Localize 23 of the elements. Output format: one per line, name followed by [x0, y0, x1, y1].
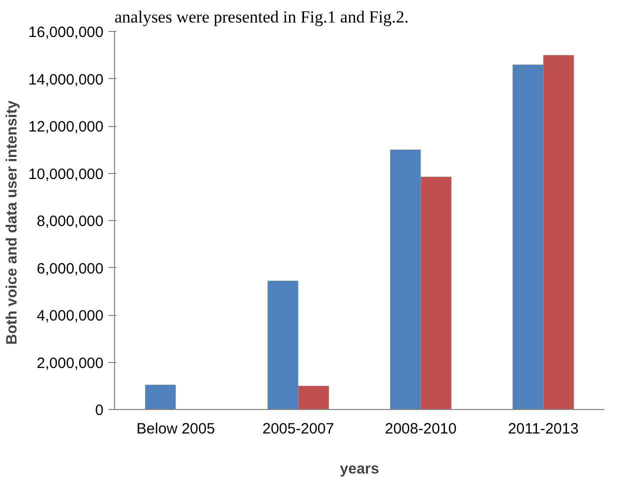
x-axis-title: years: [340, 460, 380, 478]
y-tick-label: 2,000,000: [36, 354, 104, 372]
bar: [420, 176, 452, 410]
y-tick-label: 8,000,000: [36, 213, 104, 230]
y-tick-label: 16,000,000: [28, 24, 104, 41]
bar: [268, 280, 298, 410]
y-tick-label: 10,000,000: [28, 166, 104, 183]
bar: [145, 384, 176, 410]
x-tick-label: 2011-2013: [508, 420, 579, 438]
bar: [512, 64, 544, 410]
x-tick-label: 2005-2007: [262, 420, 334, 438]
x-tick-label: 2008-2010: [384, 420, 457, 438]
text: analyses were presented in Fig.1 and Fig.2.: [114, 8, 409, 26]
y-tick-label: 12,000,000: [28, 118, 104, 136]
bar: [298, 386, 329, 410]
y-tick-label: 0: [95, 402, 104, 419]
y-tick-label: 6,000,000: [36, 260, 104, 278]
bar: [543, 55, 574, 410]
y-tick-label: 4,000,000: [36, 308, 104, 324]
bar: [390, 150, 421, 410]
y-tick-label: 14,000,000: [28, 71, 104, 88]
y-axis-title: Both voice and data user intensity: [3, 100, 20, 345]
x-tick-label: Below 2005: [136, 420, 215, 438]
